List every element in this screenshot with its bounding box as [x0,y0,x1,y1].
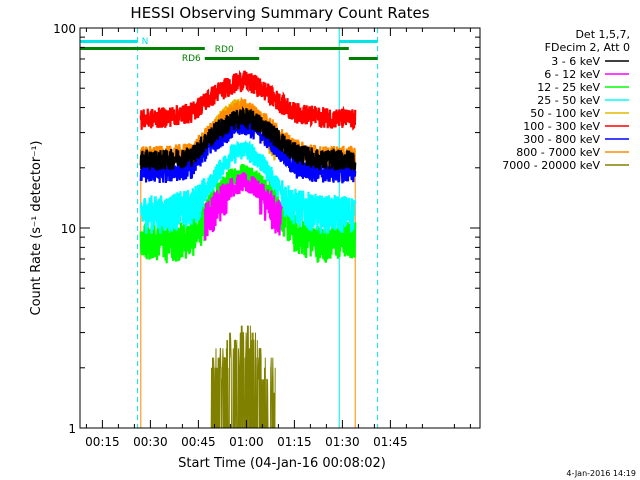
instrument-flags: N RD0 RD6 [80,37,378,64]
legend-entry-label: 800 - 7000 keV [516,146,600,159]
svg-text:Count Rate (s⁻¹ detector⁻¹): Count Rate (s⁻¹ detector⁻¹) [29,141,44,316]
x-tick-label: 00:15 [85,435,120,449]
plot-area [79,28,379,429]
axes: 00:15 00:30 00:45 01:00 01:15 01:30 01:45 1 10 10… [53,22,481,449]
rd6-flag-bar [204,57,260,60]
y-axis-label: Count Rate (s⁻¹ detector⁻¹) [29,141,44,316]
rd6-flag-label: RD6 [182,54,201,64]
legend-entry-label: 100 - 300 keV [523,120,600,133]
legend-entry-label: 300 - 800 keV [523,133,600,146]
legend-entry-label: 6 - 12 keV [544,68,600,81]
chart-title: HESSI Observing Summary Count Rates [130,4,429,22]
rd0-flag-label: RD0 [215,45,234,55]
series-3-6-kev-line [139,105,357,171]
n-flag-bar [339,40,378,43]
series-100-300-kev-line [139,69,357,131]
legend-entry-label: 50 - 100 keV [530,107,600,120]
x-tick-label: 00:45 [181,435,216,449]
legend-entry-label: 7000 - 20000 keV [502,159,600,172]
x-tick-label: 01:00 [229,435,264,449]
series-6-12-kev-line [203,171,283,241]
timestamp: 4-Jan-2016 14:19 [566,469,636,478]
series-25-50-kev-line [140,139,357,234]
rd0-flag-bar [259,47,349,50]
rd6-flag-bar [348,57,378,60]
series-7000-20000-kev-line [210,325,276,429]
y-tick-label: 10 [61,222,76,236]
legend-header-line: FDecim 2, Att 0 [545,41,630,54]
x-tick-label: 01:15 [277,435,312,449]
y-tick-label: 1 [68,422,76,436]
x-axis-label: Start Time (04-Jan-16 00:08:02) [178,456,386,471]
legend-header-line: Det 1,5,7, [575,28,630,41]
n-flag-bar [80,40,138,43]
legend-entry-label: 3 - 6 keV [551,55,600,68]
y-tick-label: 100 [53,22,76,36]
legend-entry-label: 25 - 50 keV [537,94,600,107]
x-tick-label: 01:30 [325,435,360,449]
x-tick-label: 01:45 [373,435,408,449]
legend-entry-label: 12 - 25 keV [537,81,600,94]
x-tick-label: 00:30 [133,435,168,449]
rd0-flag-bar [80,47,205,50]
n-flag-label: N [142,37,149,47]
